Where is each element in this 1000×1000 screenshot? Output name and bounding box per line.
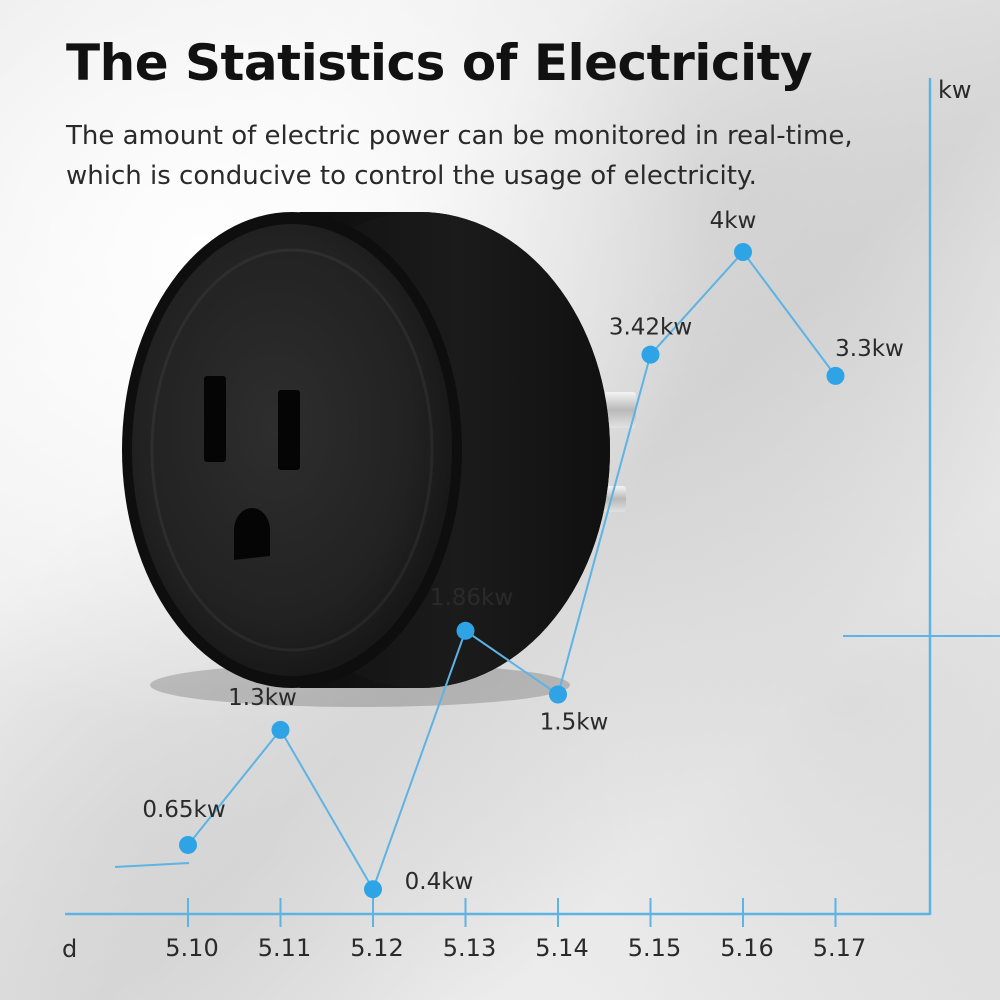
x-tick-label: 5.12 bbox=[350, 934, 403, 962]
subtitle-line-1: The amount of electric power can be moni… bbox=[66, 121, 853, 151]
data-label: 0.4kw bbox=[405, 869, 474, 895]
data-point bbox=[641, 345, 660, 364]
x-tick-label: 5.15 bbox=[628, 934, 681, 962]
data-label: 3.42kw bbox=[609, 315, 692, 341]
outlet-slot-left bbox=[204, 376, 226, 462]
x-axis-ticks bbox=[187, 898, 837, 927]
data-label: 4kw bbox=[710, 208, 757, 234]
x-tick-label: 5.14 bbox=[535, 934, 588, 962]
y-axis-label: kw bbox=[938, 76, 972, 104]
series-line bbox=[187, 250, 837, 892]
data-label: 1.3kw bbox=[228, 685, 297, 711]
data-point bbox=[271, 720, 290, 739]
data-point bbox=[826, 366, 845, 385]
data-point bbox=[734, 243, 752, 261]
x-axis-label: d bbox=[62, 935, 77, 963]
x-tick-label: 5.16 bbox=[720, 934, 773, 962]
data-point bbox=[364, 880, 382, 899]
data-point bbox=[179, 835, 197, 854]
page-title: The Statistics of Electricity bbox=[66, 34, 813, 92]
outlet-ground-hole bbox=[234, 508, 270, 560]
x-axis-tick-labels: 5.10 5.11 5.12 5.13 5.14 5.15 5.16 5.17 bbox=[165, 934, 866, 962]
outlet-slot-right bbox=[278, 390, 300, 470]
data-label: 0.65kw bbox=[142, 797, 225, 823]
data-point bbox=[549, 685, 567, 704]
page-subtitle: The amount of electric power can be moni… bbox=[66, 116, 926, 196]
x-tick-label: 5.10 bbox=[165, 934, 218, 962]
data-point bbox=[456, 621, 475, 640]
data-label: 3.3kw bbox=[835, 336, 904, 362]
smart-plug-device bbox=[122, 212, 636, 707]
subtitle-line-2: which is conducive to control the usage … bbox=[66, 161, 757, 191]
data-points bbox=[179, 243, 845, 899]
x-tick-label: 5.17 bbox=[813, 934, 866, 962]
leading-line bbox=[114, 862, 190, 868]
data-label: 1.5kw bbox=[540, 710, 609, 736]
plug-prong-top bbox=[604, 392, 636, 428]
data-label: 1.86kw bbox=[430, 585, 513, 611]
x-tick-label: 5.13 bbox=[443, 934, 496, 962]
x-tick-label: 5.11 bbox=[258, 934, 311, 962]
data-labels: 0.65kw 1.3kw 0.4kw 1.86kw 1.5kw 3.42kw 4kw 3.3k… bbox=[142, 208, 904, 895]
